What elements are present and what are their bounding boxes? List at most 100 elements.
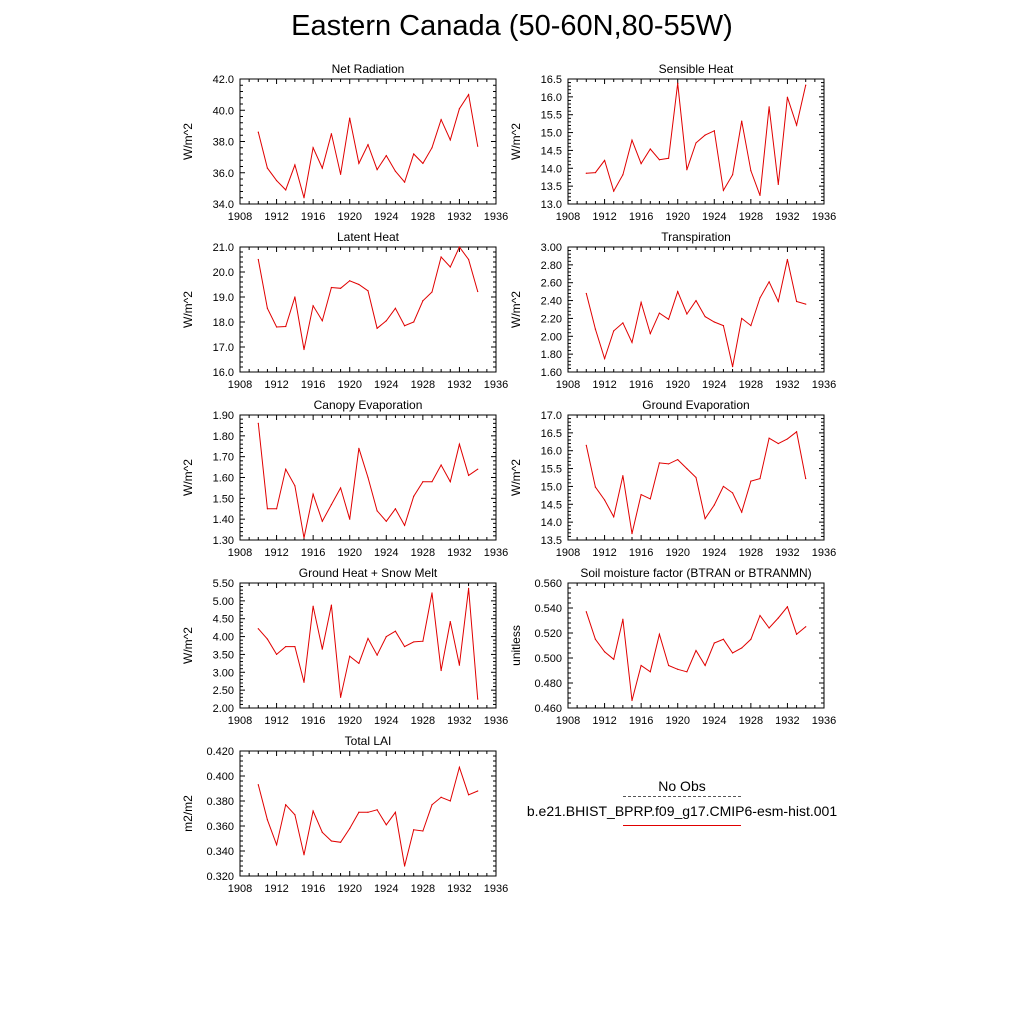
x-tick-label: 1920 — [665, 211, 689, 223]
x-tick-label: 1912 — [264, 211, 288, 223]
series-line — [257, 93, 479, 198]
x-tick-label: 1908 — [556, 211, 580, 223]
plot-frame — [239, 78, 497, 205]
data-point — [467, 794, 470, 796]
data-point — [394, 170, 397, 172]
series-line — [257, 765, 478, 867]
data-point — [722, 324, 725, 327]
y-tick-label: 13.5 — [541, 535, 562, 547]
data-point — [458, 246, 461, 248]
data-point — [275, 326, 278, 328]
x-tick-label: 1912 — [264, 547, 288, 559]
data-point — [594, 171, 597, 174]
data-point — [394, 811, 397, 813]
data-point — [695, 649, 697, 652]
data-point — [713, 130, 715, 132]
data-point — [440, 669, 442, 672]
x-tick-label: 1932 — [775, 211, 799, 223]
series-line — [585, 605, 807, 701]
data-point — [349, 280, 351, 282]
data-point — [731, 492, 734, 494]
data-point — [257, 131, 259, 133]
y-tick-label: 1.50 — [213, 493, 234, 505]
x-tick-label: 1924 — [374, 883, 398, 895]
y-tick-label: 40.0 — [213, 105, 234, 117]
x-tick-label: 1916 — [629, 211, 653, 223]
y-tick-label: 38.0 — [213, 137, 234, 149]
data-point — [640, 664, 642, 667]
x-tick-label: 1932 — [447, 211, 471, 223]
y-tick-label: 14.5 — [541, 145, 562, 157]
data-point — [631, 699, 633, 702]
data-point — [795, 300, 798, 303]
y-tick-label: 2.80 — [541, 260, 562, 272]
data-point — [768, 627, 770, 629]
data-point — [677, 668, 679, 670]
x-tick-label: 1924 — [374, 211, 398, 223]
y-axis-label: W/m^2 — [181, 459, 195, 496]
data-point — [695, 476, 697, 479]
plot-frame — [239, 246, 497, 373]
y-tick-label: 0.460 — [534, 703, 562, 715]
data-point — [722, 485, 725, 488]
data-point — [330, 133, 333, 135]
data-point — [413, 641, 415, 643]
x-tick-label: 1916 — [629, 547, 653, 559]
y-tick-label: 20.0 — [213, 267, 234, 279]
data-point — [339, 287, 342, 289]
panel-2: Sensible Heat W/m^2 1908 1912 1916 1920 1924 19… — [509, 62, 836, 223]
data-point — [768, 437, 770, 439]
y-axis-label: W/m^2 — [181, 627, 195, 664]
data-point — [312, 147, 314, 149]
data-point — [777, 183, 779, 185]
x-tick-label: 1928 — [739, 211, 763, 223]
panel-3: Latent Heat W/m^2 1908 1912 1916 1920 1924 1928… — [181, 230, 508, 391]
data-point — [285, 804, 287, 806]
y-tick-label: 0.420 — [206, 746, 234, 758]
data-point — [403, 181, 406, 183]
data-point — [631, 532, 633, 535]
data-point — [294, 645, 296, 648]
data-point — [795, 124, 798, 126]
x-tick-label: 1916 — [301, 211, 325, 223]
panel-9: Total LAI m2/m2 1908 1912 1916 1920 1924 1928 19… — [181, 734, 508, 895]
y-tick-label: 16.5 — [541, 74, 562, 86]
data-point — [603, 651, 606, 653]
x-tick-label: 1928 — [739, 715, 763, 727]
x-tick-label: 1908 — [228, 715, 252, 727]
data-point — [257, 628, 259, 630]
x-tick-label: 1924 — [374, 379, 398, 391]
x-tick-label: 1936 — [484, 715, 508, 727]
y-tick-label: 4.00 — [213, 632, 234, 644]
series-line — [257, 588, 479, 700]
data-point — [449, 266, 451, 268]
data-point — [731, 366, 734, 368]
data-point — [722, 638, 725, 640]
data-point — [649, 671, 651, 673]
panel-4: Transpiration W/m^2 1908 1912 1916 1920 1924 19… — [509, 230, 836, 391]
y-tick-label: 4.50 — [213, 614, 234, 626]
data-point — [358, 162, 360, 164]
panel-8: Soil moisture factor (BTRAN or BTRANMN) u… — [509, 566, 836, 727]
panel-title: Ground Heat + Snow Melt — [299, 566, 438, 580]
data-point — [585, 611, 587, 613]
data-point — [713, 642, 715, 644]
data-point — [622, 322, 624, 324]
y-tick-label: 15.0 — [541, 128, 562, 140]
data-point — [677, 82, 679, 84]
x-tick-label: 1916 — [629, 715, 653, 727]
data-point — [367, 144, 369, 146]
data-point — [477, 468, 479, 470]
x-tick-label: 1928 — [739, 547, 763, 559]
y-tick-label: 0.380 — [206, 796, 234, 808]
y-tick-label: 15.5 — [541, 110, 562, 122]
data-point — [303, 854, 305, 856]
x-tick-label: 1936 — [812, 211, 836, 223]
x-tick-label: 1928 — [411, 211, 435, 223]
x-tick-label: 1928 — [411, 379, 435, 391]
data-point — [658, 312, 661, 314]
data-point — [594, 638, 597, 640]
y-tick-label: 1.30 — [213, 535, 234, 547]
data-point — [330, 286, 333, 289]
data-point — [422, 830, 424, 832]
